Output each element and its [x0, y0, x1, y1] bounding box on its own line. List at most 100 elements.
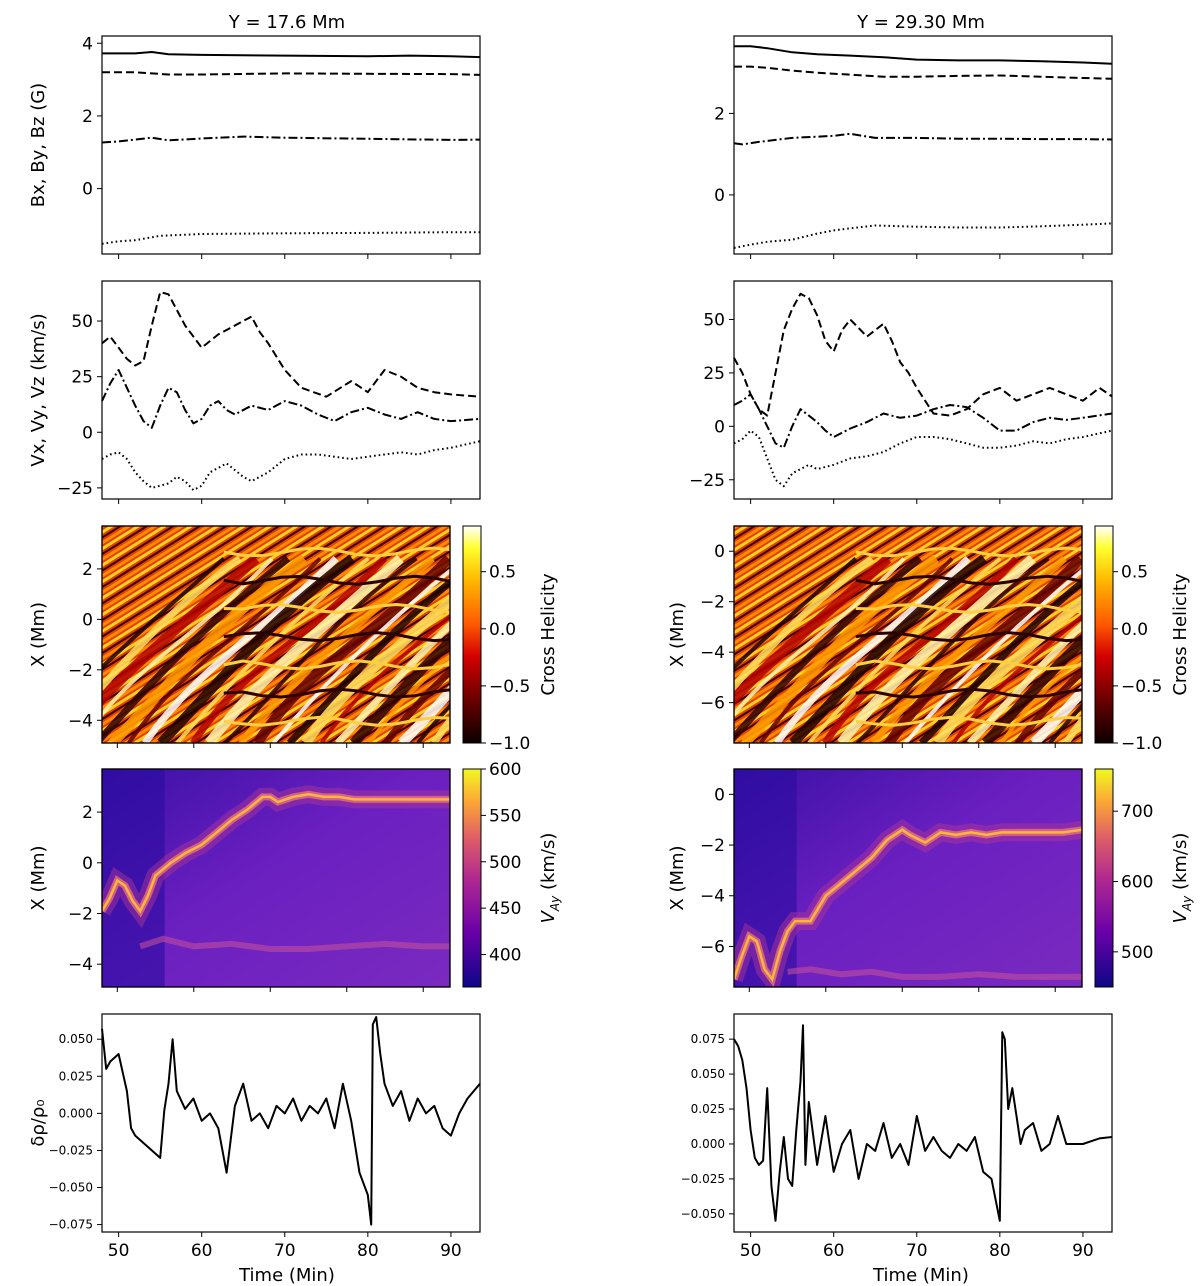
heatmap-streak	[319, 613, 450, 743]
heatmap-band	[223, 631, 450, 643]
left-B-series-dashed	[102, 71, 481, 76]
left-rho-frame	[101, 1013, 481, 1233]
x-tick-label: 70	[274, 1241, 296, 1261]
right-V-series-dash-dot	[733, 393, 1113, 449]
right-B-series-dash-dot	[733, 132, 1113, 146]
left-CH-colorbar: −1.0 −0.5 0.0 0.5 Cross Helicity	[462, 525, 559, 754]
heatmap-streak	[734, 557, 858, 671]
heatmap-streak	[102, 555, 242, 692]
x-tick-label: 50	[108, 1241, 130, 1261]
left-VA-heatmap	[101, 768, 451, 988]
x-axis-labels: Time (Min) Time (Min)	[238, 1265, 969, 1286]
heatmap-streak	[141, 556, 339, 743]
heatmap-streak	[741, 554, 940, 743]
left-B-series-dotted	[101, 231, 480, 245]
heatmap-streak	[102, 555, 291, 743]
heatmap-streak	[981, 634, 1082, 743]
heatmap-streak	[789, 554, 988, 743]
right-V-axes: −25 0 25 50	[689, 280, 1113, 504]
heatmap-streak	[102, 557, 274, 718]
y-tick-label: 0	[714, 785, 725, 805]
colorbar-tick-label: 500	[489, 853, 521, 873]
heatmap-streak	[190, 556, 387, 743]
right-rho-axes: 50 60 70 80 90 −0.050 −0.025 0.000 0.025 0.050 0.0…	[681, 1013, 1113, 1261]
x-tick-label: 50	[740, 1241, 762, 1261]
y-tick-label: 25	[71, 368, 93, 388]
heatmap-ridge-core	[734, 828, 1082, 983]
colorbar-label: Cross Helicity	[538, 573, 559, 696]
heatmap-ridge-core	[102, 793, 450, 914]
y-tick-label: 0	[714, 417, 725, 437]
colorbar-tick-label: 450	[489, 899, 521, 919]
y-tick-label: −0.050	[49, 1181, 93, 1195]
right-V-frame	[733, 280, 1113, 500]
heatmap-band	[855, 631, 1082, 643]
x-tick-label: 60	[823, 1241, 845, 1261]
colorbar-tick-label: −1.0	[489, 734, 530, 754]
y-tick-label: −6	[700, 937, 725, 957]
y-axis-label: X (Mm)	[28, 602, 49, 667]
heatmap-streak	[951, 613, 1082, 743]
right-V-series-dotted	[733, 429, 1113, 488]
colorbar-tick-label: 550	[489, 806, 521, 826]
y-tick-label: 2	[82, 803, 93, 823]
y-tick-label: 50	[71, 312, 93, 332]
left-VA-colorbar: 400 450 500 550 600 VAy (km/s)	[462, 760, 562, 988]
heatmap-streak	[382, 667, 450, 743]
right-VA-colorbar: 500 600 700 VAy (km/s)	[1094, 768, 1194, 988]
colorbar-tick-label: −0.5	[1121, 677, 1162, 697]
colorbar-label: VAy (km/s)	[1170, 833, 1194, 924]
right-VA-axes: −6 −4 −2 0 X (Mm)	[667, 768, 1083, 992]
colorbar-tick-label: 700	[1121, 802, 1153, 822]
heatmap-streak	[1014, 667, 1082, 743]
heatmap-lower-band	[139, 935, 450, 952]
heatmap-streak	[870, 555, 1067, 743]
y-tick-label: 0	[82, 180, 93, 200]
right-V-series-dashed	[733, 292, 1113, 417]
x-axis-label-right: Time (Min)	[872, 1265, 969, 1286]
left-CH-axes: −4 −2 0 2 X (Mm)	[28, 525, 451, 748]
heatmap-streak	[807, 556, 1002, 743]
heatmap-band	[855, 687, 1082, 699]
left-rho-series-solid	[101, 1016, 481, 1226]
left-CH-frame	[101, 525, 451, 744]
title-left: Y = 17.6 Mm	[228, 12, 345, 33]
y-tick-label: −2	[700, 593, 725, 613]
heatmap-band	[223, 546, 450, 558]
heatmap-streak	[734, 555, 874, 692]
left-B-series-dash-dot	[101, 135, 481, 144]
left-V-series-dashed	[101, 291, 481, 398]
y-tick-label: 0	[714, 186, 725, 206]
x-tick-label: 90	[1072, 1241, 1094, 1261]
right-rho-series-solid	[733, 1024, 1113, 1222]
heatmap-streak	[349, 634, 450, 743]
heatmap-band	[223, 659, 450, 671]
colorbar-tick-label: 0.5	[489, 563, 516, 583]
colorbar-tick-label: 0.0	[489, 620, 516, 640]
heatmap-band	[223, 574, 450, 586]
y-tick-label: 0.025	[691, 1102, 725, 1116]
heatmap-streak	[253, 555, 450, 743]
heatmap-streak	[416, 702, 450, 743]
y-tick-label: −4	[68, 955, 93, 975]
left-B-series-solid	[102, 51, 481, 59]
colorbar-gradient	[1094, 525, 1114, 744]
y-axis-label: Bx, By, Bz (G)	[28, 83, 49, 207]
left-rho-axes: 50 60 70 80 90 −0.075 −0.050 −0.025 0.000 0.025 0.…	[28, 1013, 481, 1261]
y-tick-label: −0.025	[681, 1172, 725, 1186]
y-tick-label: 2	[82, 107, 93, 127]
y-tick-label: −0.050	[681, 1207, 725, 1221]
y-tick-label: −4	[700, 643, 725, 663]
y-tick-label: 50	[703, 310, 725, 330]
heatmap-band	[223, 687, 450, 699]
y-tick-label: 2	[82, 560, 93, 580]
colorbar-gradient	[462, 525, 482, 744]
y-tick-label: 0	[82, 423, 93, 443]
heatmap-streak	[773, 556, 971, 743]
heatmap-streak	[734, 557, 906, 718]
heatmap-streak	[223, 556, 418, 743]
title-right: Y = 29.30 Mm	[856, 12, 985, 33]
left-B-axes: 0 2 4 Bx, By, Bz (G)	[28, 34, 481, 259]
right-B-series-dashed	[734, 65, 1113, 80]
